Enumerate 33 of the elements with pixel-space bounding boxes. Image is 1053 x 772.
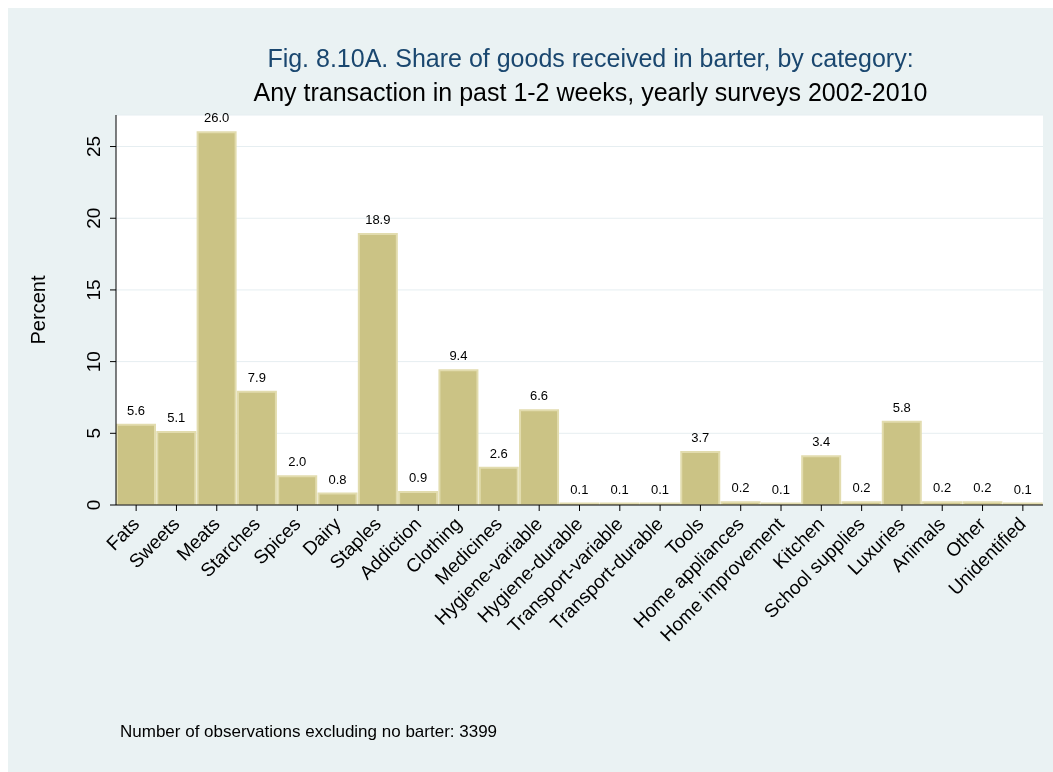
data-label: 3.7 [691,429,710,445]
y-tick-label: 15 [83,279,104,301]
chart-subtitle: Any transaction in past 1-2 weeks, yearly surveys 2002-2010 [252,78,929,107]
data-label: 0.2 [973,480,992,496]
y-tick-label: 25 [83,135,104,158]
data-label: 26.0 [203,110,230,126]
data-label: 5.6 [126,402,146,418]
y-axis-title: Percent [27,275,50,345]
data-label: 5.8 [892,399,911,415]
data-label: 0.1 [771,481,790,497]
data-label: 0.2 [731,480,750,496]
chart-title: Fig. 8.10A. Share of goods received in barter, by category: [266,44,915,73]
data-label: 2.6 [489,445,508,461]
text: Number of observations excluding no barter: 3399 [120,722,498,742]
data-label: 0.1 [570,481,589,497]
y-tick-label: 0 [83,499,104,511]
y-tick-label: 20 [83,207,104,229]
data-label: 0.1 [650,481,669,497]
data-label: 0.2 [933,480,952,496]
data-label: 2.0 [288,454,307,470]
data-label: 0.1 [610,481,629,497]
data-label: 9.4 [449,348,468,364]
data-label: 7.9 [247,369,266,385]
data-label: 0.9 [409,470,428,486]
data-label: 0.1 [1013,481,1032,497]
y-tick-label: 5 [83,428,104,439]
data-label: 0.2 [852,480,871,496]
data-label: 18.9 [365,212,391,228]
data-label: 5.1 [167,409,186,425]
data-label: 0.8 [328,471,347,487]
y-tick-label: 10 [83,351,104,373]
data-label: 6.6 [530,388,549,404]
data-label: 3.4 [812,434,831,450]
